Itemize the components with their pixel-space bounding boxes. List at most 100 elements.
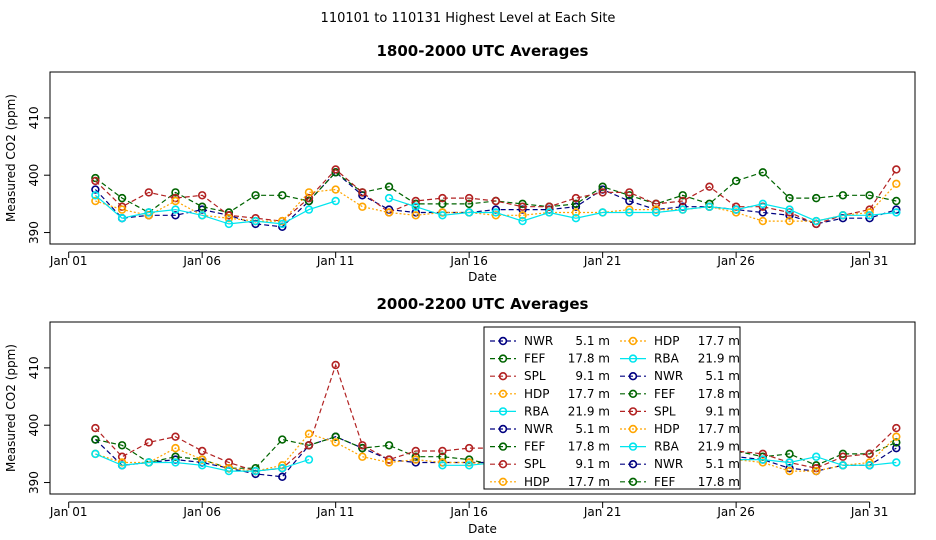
data-point bbox=[144, 208, 153, 217]
y-tick-label: 410 bbox=[27, 356, 41, 379]
legend-swatch-marker bbox=[498, 336, 508, 346]
plot-frame bbox=[49, 321, 916, 495]
data-point bbox=[892, 179, 901, 189]
legend-height: 17.8 m bbox=[698, 387, 740, 401]
chart-title: 2000-2200 UTC Averages bbox=[377, 295, 589, 313]
data-point bbox=[304, 193, 314, 203]
data-point bbox=[464, 455, 474, 464]
legend-swatch-marker bbox=[498, 424, 508, 434]
legend-label: SPL bbox=[524, 457, 546, 471]
data-point bbox=[758, 199, 768, 209]
x-tick-label: Jan 26 bbox=[716, 254, 755, 268]
data-point bbox=[892, 443, 901, 453]
plot-frame bbox=[49, 71, 916, 245]
data-point bbox=[224, 214, 234, 223]
y-tick-label: 410 bbox=[27, 106, 41, 129]
data-point bbox=[598, 188, 607, 197]
data-point bbox=[197, 446, 207, 456]
data-point bbox=[625, 191, 634, 200]
legend-height: 17.7 m bbox=[568, 387, 610, 401]
legend-swatch-marker bbox=[628, 354, 638, 363]
legend-swatch-marker bbox=[498, 477, 508, 486]
data-point bbox=[464, 199, 474, 209]
legend-swatch-marker bbox=[628, 477, 638, 486]
data-point bbox=[171, 205, 180, 214]
legend-label: RBA bbox=[654, 440, 680, 454]
data-point bbox=[117, 461, 127, 470]
series-line bbox=[95, 194, 336, 225]
data-point bbox=[91, 185, 100, 194]
data-point bbox=[438, 193, 447, 203]
data-point bbox=[171, 211, 180, 220]
data-point bbox=[491, 196, 501, 206]
legend-swatch-marker bbox=[498, 372, 508, 381]
data-point bbox=[571, 199, 581, 209]
data-point bbox=[117, 452, 127, 461]
data-point bbox=[731, 205, 741, 214]
data-point bbox=[197, 202, 207, 211]
x-tick-label: Jan 16 bbox=[449, 505, 488, 519]
data-point bbox=[892, 196, 901, 206]
data-point bbox=[785, 449, 794, 459]
legend-label: NWR bbox=[524, 422, 553, 436]
x-tick-label: Jan 11 bbox=[316, 505, 355, 519]
data-point bbox=[812, 466, 821, 476]
data-point bbox=[331, 196, 340, 206]
data-point bbox=[838, 211, 848, 220]
data-point bbox=[91, 176, 100, 186]
data-point bbox=[571, 208, 581, 217]
legend-height: 17.8 m bbox=[568, 352, 610, 366]
chart-title: 1800-2000 UTC Averages bbox=[377, 42, 589, 60]
data-point bbox=[518, 211, 527, 220]
legend-swatch-marker bbox=[498, 407, 508, 416]
legend-height: 21.9 m bbox=[698, 440, 740, 454]
legend-label: FEF bbox=[654, 475, 675, 489]
data-point bbox=[197, 461, 207, 470]
data-point bbox=[731, 176, 741, 186]
data-point bbox=[758, 216, 768, 226]
data-point bbox=[331, 185, 340, 194]
data-point bbox=[625, 188, 634, 197]
data-point bbox=[411, 455, 420, 464]
data-point bbox=[144, 188, 153, 197]
panel-1800-2000: 1800-2000 UTC Averages 390 400 410 Measured … bbox=[4, 42, 916, 284]
data-point bbox=[438, 199, 447, 209]
x-tick-label: Jan 11 bbox=[316, 254, 355, 268]
data-point bbox=[892, 208, 901, 217]
data-point bbox=[758, 208, 768, 217]
data-point bbox=[678, 196, 687, 206]
data-point bbox=[384, 458, 394, 467]
series-line bbox=[388, 197, 897, 222]
x-tick-label: Jan 21 bbox=[583, 254, 622, 268]
legend-label: HDP bbox=[524, 475, 550, 489]
data-point bbox=[331, 438, 340, 447]
data-point bbox=[518, 202, 527, 211]
data-point bbox=[545, 208, 554, 217]
data-point bbox=[464, 193, 474, 203]
data-point bbox=[838, 191, 848, 200]
legend-label: NWR bbox=[524, 334, 553, 348]
data-point bbox=[598, 182, 607, 191]
legend-swatch-marker bbox=[628, 460, 638, 469]
series-line bbox=[95, 453, 310, 472]
legend-swatch-marker bbox=[628, 424, 638, 434]
data-point bbox=[224, 458, 234, 467]
x-tick-label: Jan 16 bbox=[449, 254, 488, 268]
data-point bbox=[411, 458, 420, 467]
data-point bbox=[411, 202, 420, 211]
legend-swatch-marker bbox=[628, 407, 638, 416]
data-point bbox=[892, 438, 901, 447]
legend-height: 9.1 m bbox=[575, 457, 610, 471]
data-point bbox=[358, 441, 367, 450]
data-point bbox=[251, 191, 260, 200]
legend-height: 17.7 m bbox=[698, 422, 740, 436]
data-point bbox=[705, 202, 714, 211]
data-point bbox=[411, 211, 420, 220]
x-tick-label: Jan 26 bbox=[716, 505, 755, 519]
x-tick-label: Jan 06 bbox=[182, 254, 221, 268]
data-point bbox=[865, 461, 874, 470]
legend-height: 5.1 m bbox=[705, 369, 740, 383]
panel-2000-2200: 2000-2200 UTC Averages 390 400 410 Measured … bbox=[4, 295, 916, 536]
legend-label: RBA bbox=[654, 352, 680, 366]
data-point bbox=[304, 429, 314, 438]
